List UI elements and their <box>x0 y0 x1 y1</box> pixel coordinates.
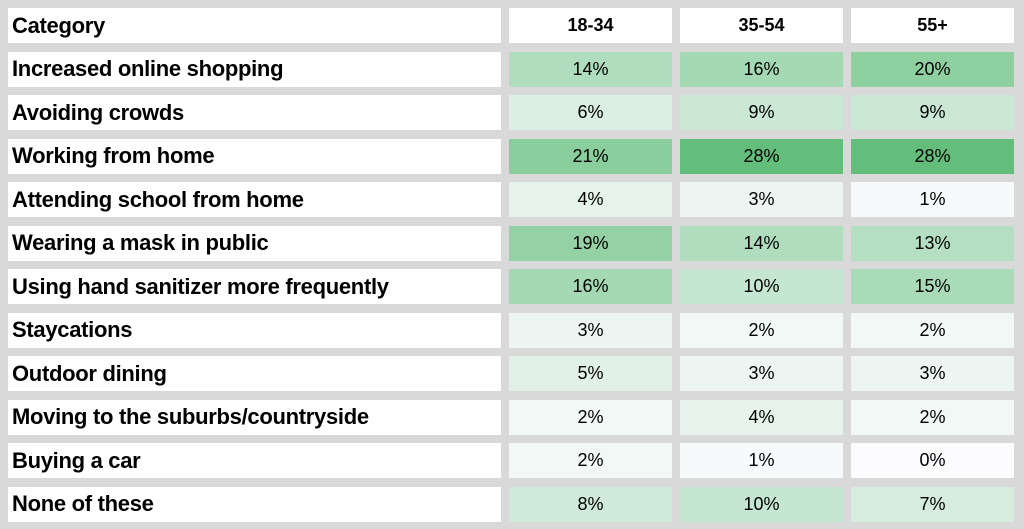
category-cell: Using hand sanitizer more frequently <box>8 269 501 304</box>
value-cell: 9% <box>680 95 843 130</box>
value-cell: 3% <box>509 312 672 348</box>
value-cell: 3% <box>680 356 843 391</box>
value-cell: 16% <box>509 269 672 304</box>
value-cell: 2% <box>851 399 1014 435</box>
value-cell: 1% <box>680 443 843 478</box>
value-cell: 4% <box>509 182 672 217</box>
value-cell: 14% <box>509 51 672 87</box>
category-cell: Staycations <box>8 312 501 348</box>
value-cell: 3% <box>680 182 843 217</box>
table-header-age-group-2: 35-54 <box>680 8 843 43</box>
table-header-age-group-3: 55+ <box>851 8 1014 43</box>
category-cell: Buying a car <box>8 443 501 478</box>
value-cell: 0% <box>851 443 1014 478</box>
value-cell: 14% <box>680 225 843 261</box>
value-cell: 15% <box>851 269 1014 304</box>
value-cell: 20% <box>851 51 1014 87</box>
table-header-age-group-1: 18-34 <box>509 8 672 43</box>
category-cell: Increased online shopping <box>8 51 501 87</box>
value-cell: 10% <box>680 486 843 522</box>
value-cell: 3% <box>851 356 1014 391</box>
value-cell: 4% <box>680 399 843 435</box>
value-cell: 2% <box>509 399 672 435</box>
value-cell: 5% <box>509 356 672 391</box>
value-cell: 10% <box>680 269 843 304</box>
value-cell: 28% <box>680 138 843 174</box>
value-cell: 21% <box>509 138 672 174</box>
value-cell: 1% <box>851 182 1014 217</box>
value-cell: 9% <box>851 95 1014 130</box>
category-cell: Working from home <box>8 138 501 174</box>
value-cell: 6% <box>509 95 672 130</box>
category-cell: Attending school from home <box>8 182 501 217</box>
category-cell: Avoiding crowds <box>8 95 501 130</box>
value-cell: 19% <box>509 225 672 261</box>
value-cell: 16% <box>680 51 843 87</box>
value-cell: 7% <box>851 486 1014 522</box>
table-header-category: Category <box>8 8 501 43</box>
value-cell: 2% <box>851 312 1014 348</box>
category-cell: Moving to the suburbs/countryside <box>8 399 501 435</box>
category-cell: Outdoor dining <box>8 356 501 391</box>
category-cell: None of these <box>8 486 501 522</box>
value-cell: 2% <box>680 312 843 348</box>
value-cell: 28% <box>851 138 1014 174</box>
value-cell: 13% <box>851 225 1014 261</box>
category-cell: Wearing a mask in public <box>8 225 501 261</box>
value-cell: 2% <box>509 443 672 478</box>
value-cell: 8% <box>509 486 672 522</box>
